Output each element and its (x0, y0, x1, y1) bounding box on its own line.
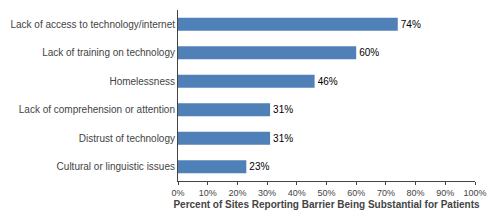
svg-text:Lack of comprehension or atten: Lack of comprehension or attention (19, 104, 175, 115)
svg-text:60%: 60% (347, 188, 365, 198)
svg-text:20%: 20% (228, 188, 246, 198)
svg-text:0%: 0% (171, 188, 184, 198)
svg-text:100%: 100% (463, 188, 486, 198)
svg-text:90%: 90% (436, 188, 454, 198)
svg-text:50%: 50% (317, 188, 335, 198)
svg-text:60%: 60% (359, 47, 379, 58)
svg-text:10%: 10% (199, 188, 217, 198)
svg-text:30%: 30% (258, 188, 276, 198)
svg-text:40%: 40% (288, 188, 306, 198)
svg-text:31%: 31% (273, 133, 293, 144)
svg-text:31%: 31% (273, 104, 293, 115)
svg-text:74%: 74% (401, 19, 421, 30)
svg-text:Distrust of technology: Distrust of technology (79, 133, 175, 144)
svg-text:Cultural or linguistic issues: Cultural or linguistic issues (57, 161, 175, 172)
svg-text:46%: 46% (318, 76, 338, 87)
svg-text:23%: 23% (249, 161, 269, 172)
svg-text:Percent of Sites Reporting Bar: Percent of Sites Reporting Barrier Being… (173, 199, 480, 210)
svg-text:Lack of access to technology/i: Lack of access to technology/internet (10, 19, 175, 30)
svg-text:Homelessness: Homelessness (109, 76, 175, 87)
svg-text:70%: 70% (377, 188, 395, 198)
svg-text:Lack of training on technology: Lack of training on technology (42, 47, 175, 58)
svg-text:80%: 80% (407, 188, 425, 198)
